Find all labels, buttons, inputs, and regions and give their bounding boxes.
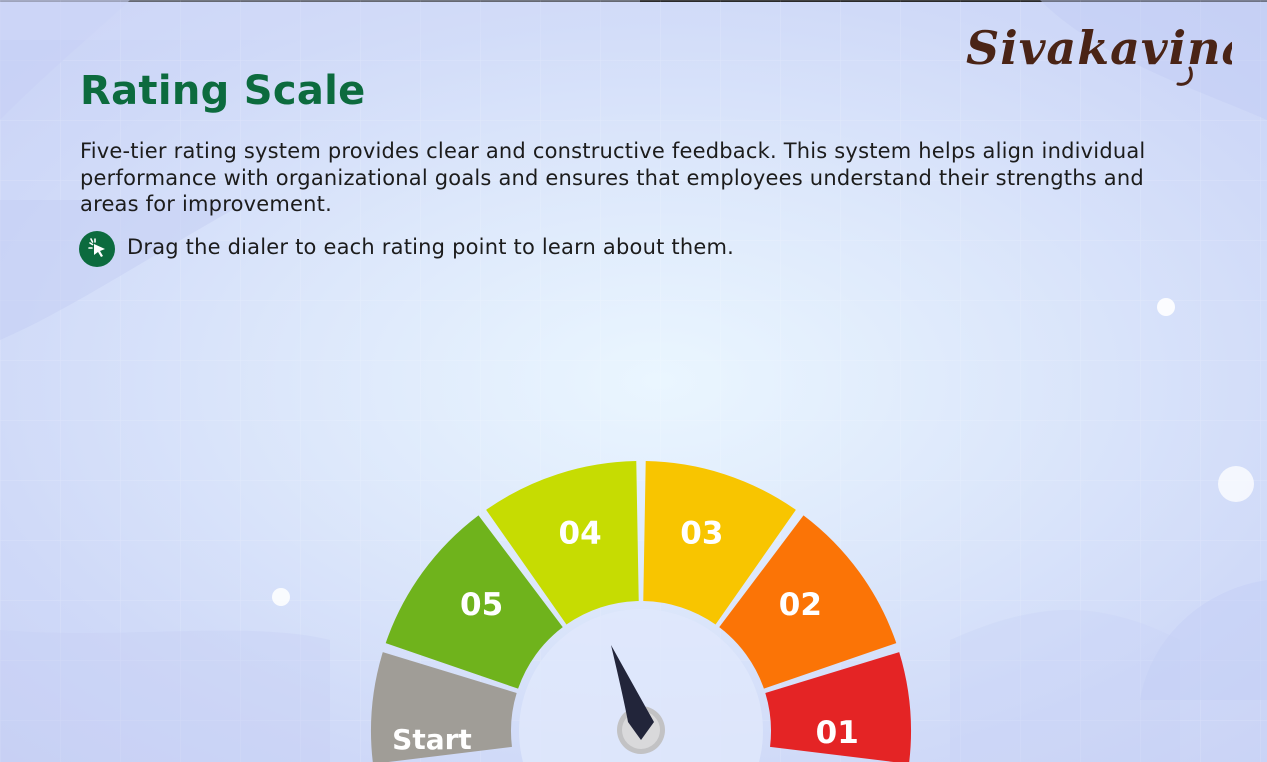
- rating-segment-label-04: 04: [559, 516, 602, 552]
- bg-dot: [1218, 466, 1254, 502]
- rating-segment-label-start: Start: [392, 723, 472, 756]
- page-description: Five-tier rating system provides clear a…: [80, 139, 1146, 216]
- bg-dot: [1157, 298, 1175, 316]
- rating-segment-shape-05[interactable]: [385, 515, 563, 689]
- dial-needle[interactable]: [611, 645, 665, 754]
- rating-segment-shape-01[interactable]: [765, 652, 911, 762]
- logo-text: Sivakavinaya: [966, 21, 1232, 75]
- rating-segment-04[interactable]: 04: [486, 461, 639, 625]
- rating-segment-shape-02[interactable]: [719, 515, 897, 689]
- rating-segment-label-03: 03: [680, 516, 723, 552]
- page-title: Rating Scale: [80, 68, 366, 114]
- rating-segment-03[interactable]: 03: [643, 461, 796, 625]
- rating-segment-label-01: 01: [816, 715, 859, 751]
- rating-segment-05[interactable]: 05: [385, 515, 563, 689]
- instruction-text: Drag the dialer to each rating point to …: [127, 235, 734, 259]
- bg-dot: [272, 588, 290, 606]
- rating-segment-label-02: 02: [779, 587, 822, 623]
- pointer-click-icon: [79, 231, 115, 267]
- rating-segment-shape-04[interactable]: [486, 461, 639, 625]
- rating-segment-label-05: 05: [460, 587, 503, 623]
- rating-segment-start[interactable]: Start: [371, 652, 517, 762]
- rating-segment-shape-start[interactable]: [371, 652, 517, 762]
- rating-segment-02[interactable]: 02: [719, 515, 897, 689]
- rating-segment-01[interactable]: 01: [765, 652, 911, 762]
- rating-segment-shape-03[interactable]: [643, 461, 796, 625]
- sivakavinaya-logo: Sivakavinaya: [966, 21, 1232, 86]
